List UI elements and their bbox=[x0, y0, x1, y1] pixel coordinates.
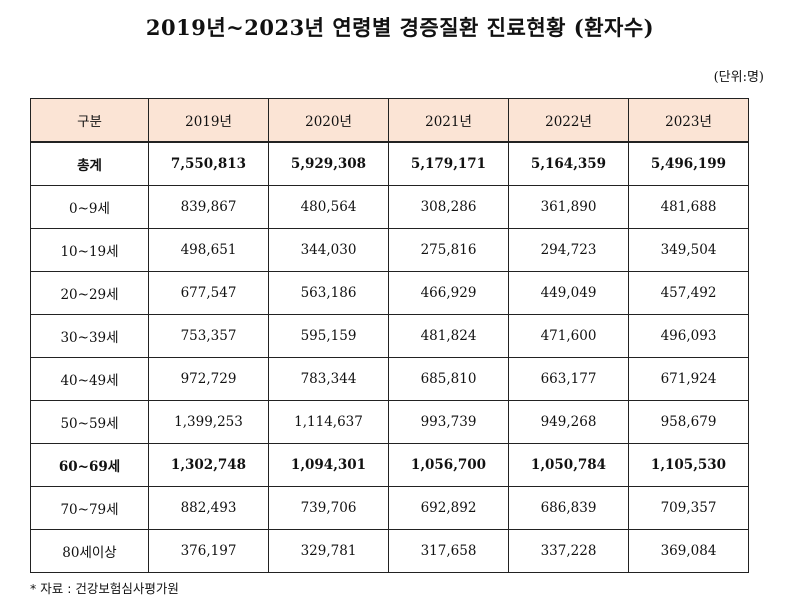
table-cell: 337,228 bbox=[508, 529, 629, 573]
table-cell: 457,492 bbox=[628, 271, 749, 315]
table-cell: 1,094,301 bbox=[268, 443, 389, 487]
table-cell: 1,399,253 bbox=[148, 400, 269, 444]
table-cell: 709,357 bbox=[628, 486, 749, 530]
table-cell: 471,600 bbox=[508, 314, 629, 358]
table-cell: 1,050,784 bbox=[508, 443, 629, 487]
table-cell: 7,550,813 bbox=[148, 141, 269, 186]
table-cell: 739,706 bbox=[268, 486, 389, 530]
table-row: 50~59세 1,399,253 1,114,637 993,739 949,2… bbox=[30, 400, 749, 444]
header-year-2021: 2021년 bbox=[388, 98, 509, 143]
table-cell: 481,824 bbox=[388, 314, 509, 358]
table-cell: 329,781 bbox=[268, 529, 389, 573]
table-cell: 671,924 bbox=[628, 357, 749, 401]
row-label: 총계 bbox=[30, 141, 149, 186]
row-label: 50~59세 bbox=[30, 400, 149, 444]
table-cell: 882,493 bbox=[148, 486, 269, 530]
table-row: 20~29세 677,547 563,186 466,929 449,049 4… bbox=[30, 271, 749, 315]
table-cell: 496,093 bbox=[628, 314, 749, 358]
table-cell: 5,164,359 bbox=[508, 141, 629, 186]
table-cell: 972,729 bbox=[148, 357, 269, 401]
table-cell: 369,084 bbox=[628, 529, 749, 573]
row-label: 80세이상 bbox=[30, 529, 149, 573]
table-cell: 466,929 bbox=[388, 271, 509, 315]
table-cell: 563,186 bbox=[268, 271, 389, 315]
row-label: 30~39세 bbox=[30, 314, 149, 358]
table-cell: 993,739 bbox=[388, 400, 509, 444]
table-cell: 5,929,308 bbox=[268, 141, 389, 186]
table-cell: 685,810 bbox=[388, 357, 509, 401]
row-label: 40~49세 bbox=[30, 357, 149, 401]
page-title: 2019년~2023년 연령별 경증질환 진료현황 (환자수) bbox=[145, 15, 655, 40]
row-label: 0~9세 bbox=[30, 185, 149, 229]
table-cell: 361,890 bbox=[508, 185, 629, 229]
header-year-2019: 2019년 bbox=[148, 98, 269, 143]
table-cell: 480,564 bbox=[268, 185, 389, 229]
source-note: * 자료 : 건강보험심사평가원 bbox=[30, 581, 179, 596]
table-row-total: 총계 7,550,813 5,929,308 5,179,171 5,164,3… bbox=[30, 141, 749, 186]
table-cell: 949,268 bbox=[508, 400, 629, 444]
row-label: 10~19세 bbox=[30, 228, 149, 272]
table-cell: 498,651 bbox=[148, 228, 269, 272]
table-row: 10~19세 498,651 344,030 275,816 294,723 3… bbox=[30, 228, 749, 272]
unit-label: (단위:명) bbox=[713, 70, 764, 85]
table-row: 40~49세 972,729 783,344 685,810 663,177 6… bbox=[30, 357, 749, 401]
header-row: 구분 2019년 2020년 2021년 2022년 2023년 bbox=[30, 98, 749, 143]
table-cell: 349,504 bbox=[628, 228, 749, 272]
table-cell: 663,177 bbox=[508, 357, 629, 401]
header-year-2023: 2023년 bbox=[628, 98, 749, 143]
table-cell: 1,302,748 bbox=[148, 443, 269, 487]
table-cell: 275,816 bbox=[388, 228, 509, 272]
table-cell: 595,159 bbox=[268, 314, 389, 358]
row-label: 20~29세 bbox=[30, 271, 149, 315]
table-cell: 677,547 bbox=[148, 271, 269, 315]
table-cell: 5,179,171 bbox=[388, 141, 509, 186]
row-label: 60~69세 bbox=[30, 443, 149, 487]
table-cell: 1,105,530 bbox=[628, 443, 749, 487]
table-cell: 753,357 bbox=[148, 314, 269, 358]
data-table: 구분 2019년 2020년 2021년 2022년 2023년 총계 7,55… bbox=[30, 98, 749, 573]
table-cell: 294,723 bbox=[508, 228, 629, 272]
table-cell: 376,197 bbox=[148, 529, 269, 573]
table-cell: 783,344 bbox=[268, 357, 389, 401]
table-cell: 839,867 bbox=[148, 185, 269, 229]
table-cell: 1,114,637 bbox=[268, 400, 389, 444]
header-year-2020: 2020년 bbox=[268, 98, 389, 143]
table-cell: 686,839 bbox=[508, 486, 629, 530]
table-row: 80세이상 376,197 329,781 317,658 337,228 36… bbox=[30, 529, 749, 573]
table-row: 30~39세 753,357 595,159 481,824 471,600 4… bbox=[30, 314, 749, 358]
row-label: 70~79세 bbox=[30, 486, 149, 530]
table-row-highlight: 60~69세 1,302,748 1,094,301 1,056,700 1,0… bbox=[30, 443, 749, 487]
table-cell: 317,658 bbox=[388, 529, 509, 573]
table-cell: 481,688 bbox=[628, 185, 749, 229]
table-row: 0~9세 839,867 480,564 308,286 361,890 481… bbox=[30, 185, 749, 229]
table-cell: 5,496,199 bbox=[628, 141, 749, 186]
header-category: 구분 bbox=[30, 98, 149, 143]
table-cell: 344,030 bbox=[268, 228, 389, 272]
table-cell: 308,286 bbox=[388, 185, 509, 229]
table-cell: 692,892 bbox=[388, 486, 509, 530]
table-cell: 449,049 bbox=[508, 271, 629, 315]
table-cell: 958,679 bbox=[628, 400, 749, 444]
table-row: 70~79세 882,493 739,706 692,892 686,839 7… bbox=[30, 486, 749, 530]
table-cell: 1,056,700 bbox=[388, 443, 509, 487]
header-year-2022: 2022년 bbox=[508, 98, 629, 143]
